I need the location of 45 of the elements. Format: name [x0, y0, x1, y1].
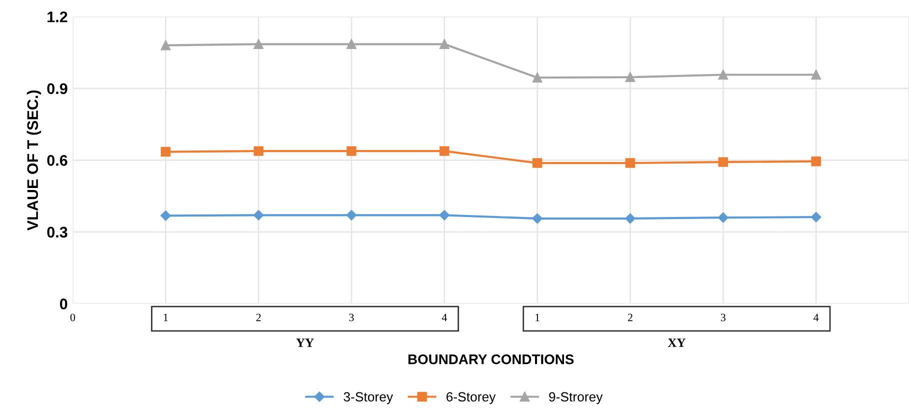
- point: [254, 39, 264, 50]
- point: [718, 70, 728, 80]
- x-tick-label: 1: [536, 314, 540, 322]
- point: [811, 156, 821, 166]
- x-tick-label: 3: [720, 314, 726, 322]
- legend-label: 6-Storey: [446, 392, 496, 404]
- point: [625, 213, 636, 224]
- point: [718, 212, 728, 223]
- y-tick-label: 0: [60, 298, 68, 310]
- point: [160, 146, 170, 157]
- point: [440, 39, 450, 50]
- x-tick-label: 1: [164, 314, 168, 322]
- point: [625, 72, 636, 82]
- x-tick-label: 4: [442, 314, 448, 322]
- point: [160, 40, 170, 50]
- point: [160, 210, 171, 221]
- point: [625, 158, 636, 168]
- legend-label: 3-Storey: [344, 392, 394, 404]
- x-tick-label: 0: [70, 314, 76, 322]
- point: [532, 213, 542, 224]
- point: [532, 158, 542, 168]
- y-axis-title: VLAUE OF T (SEC.): [26, 90, 42, 230]
- y-tick-label: 0.9: [47, 83, 68, 94]
- x-tick-label: 2: [256, 314, 261, 322]
- point: [810, 212, 822, 222]
- point: [346, 210, 357, 220]
- x-tick-label: 4: [814, 314, 819, 322]
- x-tick-label: 2: [628, 314, 632, 322]
- y-tick-label: 0.6: [47, 155, 68, 166]
- point: [346, 146, 356, 156]
- point: [346, 39, 356, 50]
- point: [718, 157, 728, 167]
- text: YY: [296, 338, 314, 347]
- y-tick-label: 1.2: [48, 12, 68, 22]
- point: [811, 70, 821, 80]
- text: XY: [668, 338, 686, 347]
- point: [254, 146, 264, 156]
- point: [253, 210, 264, 220]
- y-tick-label: 0.3: [47, 226, 68, 238]
- point: [439, 210, 450, 220]
- point: [532, 72, 542, 82]
- x-tick-label: 3: [349, 314, 354, 322]
- legend-label: 9-Strorey: [549, 392, 603, 404]
- x-axis-title: BOUNDARY CONDTIONS: [408, 354, 574, 364]
- point: [440, 146, 450, 156]
